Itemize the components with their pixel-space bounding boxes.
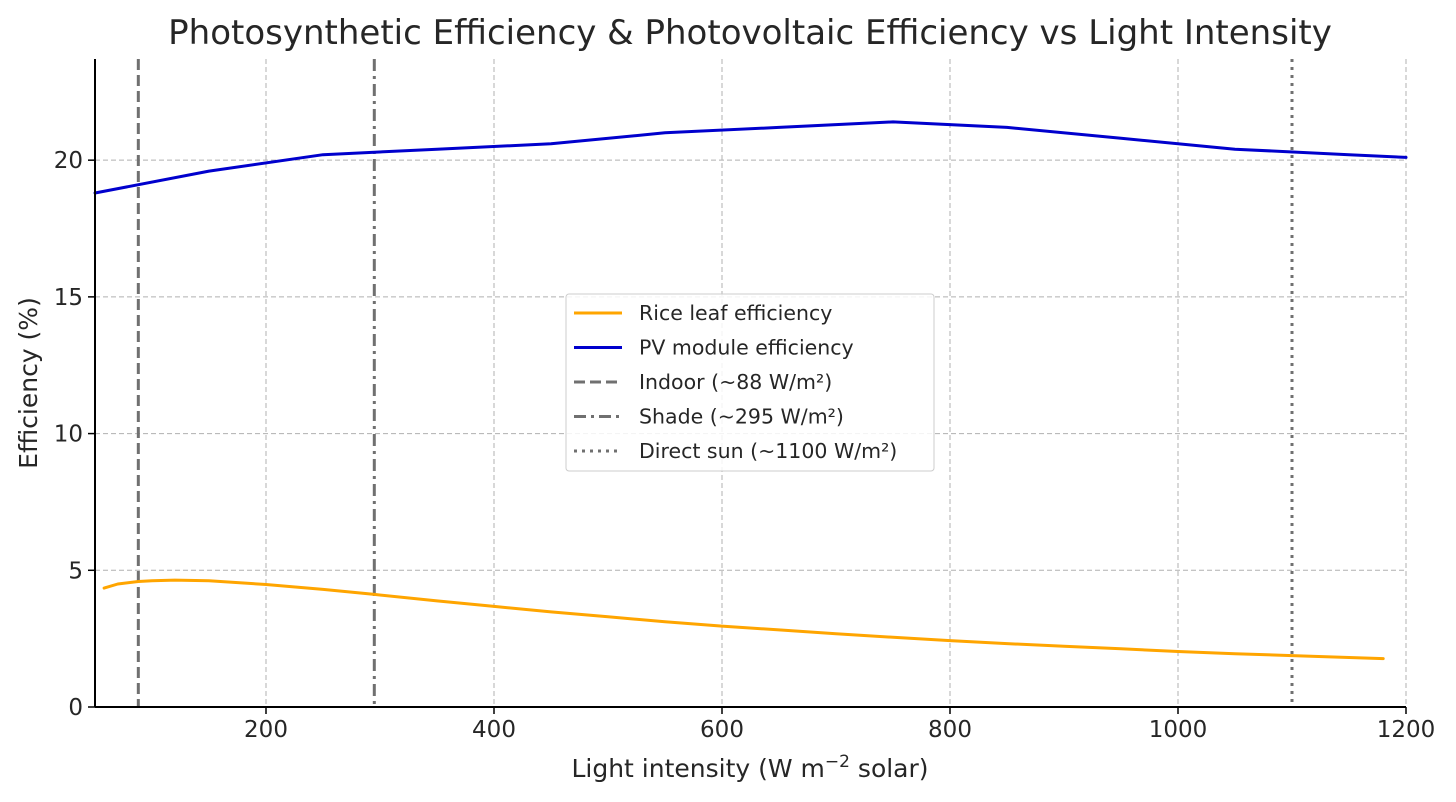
x-tick-label: 400	[472, 717, 516, 743]
legend: Rice leaf efficiency PV module efficiency…	[565, 293, 935, 472]
x-axis-label-superscript: −2	[825, 752, 850, 772]
y-tick-label: 10	[54, 422, 83, 448]
legend-label: Indoor (~88 W/m²)	[639, 370, 832, 394]
axes	[94, 59, 1406, 708]
x-ticks: 200 400 600 800 1000 1200	[244, 707, 1435, 743]
x-tick-label: 1200	[1377, 717, 1436, 743]
y-axis-label: Efficiency (%)	[14, 297, 43, 469]
legend-label: PV module efficiency	[639, 336, 854, 360]
y-tick-label: 20	[54, 148, 83, 174]
legend-label: Rice leaf efficiency	[639, 301, 832, 325]
legend-label: Direct sun (~1100 W/m²)	[639, 439, 897, 463]
legend-frame	[565, 293, 935, 472]
y-tick-label: 15	[54, 285, 83, 311]
x-axis-label-main: Light intensity (W m	[571, 754, 824, 783]
series-line	[93, 120, 1408, 195]
x-axis-label: Light intensity (W m−2 solar)	[571, 752, 928, 783]
x-axis-label-suffix: solar)	[850, 754, 929, 783]
series-lines	[93, 120, 1408, 661]
legend-items: Rice leaf efficiency PV module efficiency…	[574, 301, 897, 463]
y-ticks: 0 5 10 15 20	[54, 148, 95, 721]
y-tick-label: 5	[68, 558, 83, 584]
series-line	[102, 578, 1385, 661]
x-tick-label: 600	[700, 717, 744, 743]
y-tick-label: 0	[68, 695, 83, 721]
x-tick-label: 200	[244, 717, 288, 743]
x-tick-label: 800	[928, 717, 972, 743]
x-tick-label: 1000	[1149, 717, 1208, 743]
legend-label: Shade (~295 W/m²)	[639, 405, 844, 429]
reference-lines	[136, 59, 1294, 707]
chart-title: Photosynthetic Efficiency & Photovoltaic…	[168, 13, 1332, 53]
grid	[95, 59, 1407, 707]
